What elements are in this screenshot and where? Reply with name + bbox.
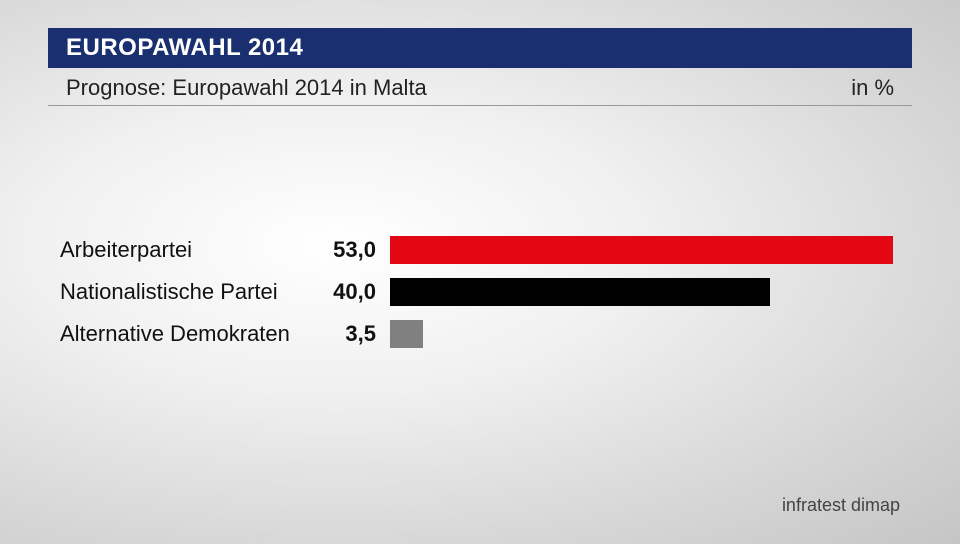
bar-label: Alternative Demokraten xyxy=(60,321,330,347)
header-bar: EUROPAWAHL 2014 xyxy=(48,28,912,68)
bar-row: Arbeiterpartei 53,0 xyxy=(60,230,912,270)
header-title: EUROPAWAHL 2014 xyxy=(66,34,303,62)
bar-label: Nationalistische Partei xyxy=(60,279,330,305)
bar-value: 40,0 xyxy=(330,279,390,305)
source-label: infratest dimap xyxy=(782,495,900,516)
bar-fill xyxy=(390,236,893,264)
bar-fill xyxy=(390,278,770,306)
bar-fill xyxy=(390,320,423,348)
unit-label: in % xyxy=(851,75,894,101)
bar-row: Alternative Demokraten 3,5 xyxy=(60,314,912,354)
bar-value: 53,0 xyxy=(330,237,390,263)
bar-chart: Arbeiterpartei 53,0 Nationalistische Par… xyxy=(60,230,912,356)
bar-row: Nationalistische Partei 40,0 xyxy=(60,272,912,312)
bar-track xyxy=(390,278,912,306)
subtitle-row: Prognose: Europawahl 2014 in Malta in % xyxy=(48,70,912,106)
bar-value: 3,5 xyxy=(330,321,390,347)
bar-track xyxy=(390,236,912,264)
bar-track xyxy=(390,320,912,348)
bar-label: Arbeiterpartei xyxy=(60,237,330,263)
chart-subtitle: Prognose: Europawahl 2014 in Malta xyxy=(66,75,427,101)
